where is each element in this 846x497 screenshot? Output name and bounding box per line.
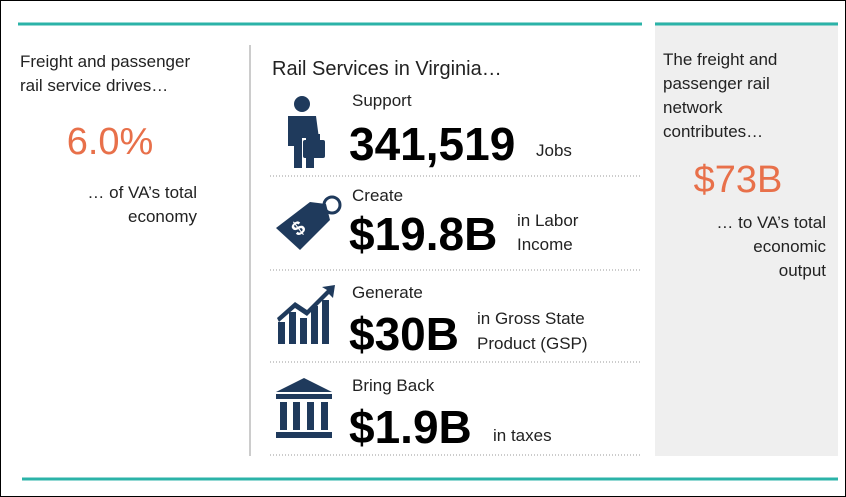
stat: $73B	[694, 159, 783, 201]
text-line: economy	[128, 207, 197, 226]
figure: $1.9B	[349, 401, 472, 453]
icon-price-tag: $	[276, 195, 342, 250]
text-line: … of VA’s total	[87, 183, 197, 202]
text-line: The freight and	[663, 50, 777, 69]
stat: 6.0%	[67, 121, 154, 163]
figure: $30B	[349, 308, 459, 360]
row-separators	[270, 175, 642, 456]
text-line: passenger rail	[663, 74, 770, 93]
verb: Generate	[352, 283, 423, 302]
heading: Rail Services in Virginia…	[272, 58, 502, 80]
unit: Income	[517, 235, 573, 254]
icon-building	[276, 378, 332, 438]
text-line: output	[779, 261, 827, 280]
unit: in Labor	[517, 211, 579, 230]
unit: in taxes	[493, 426, 552, 445]
text-line: Freight and passenger	[20, 52, 190, 71]
verb: Create	[352, 186, 403, 205]
right-panel	[655, 22, 838, 456]
icon-worker	[288, 96, 325, 168]
figure: $19.8B	[349, 208, 497, 260]
text-line: rail service drives…	[20, 76, 168, 95]
text-line: network	[663, 98, 723, 117]
text-line: economic	[753, 237, 826, 256]
unit: Product (GSP)	[477, 334, 588, 353]
verb: Bring Back	[352, 376, 435, 395]
unit: Jobs	[536, 141, 572, 160]
text-line: … to VA’s total	[716, 213, 826, 232]
unit: in Gross State	[477, 309, 585, 328]
figure: 341,519	[349, 118, 515, 170]
icon-growth	[277, 285, 335, 344]
verb: Support	[352, 91, 412, 110]
text-line: contributes…	[663, 122, 763, 141]
